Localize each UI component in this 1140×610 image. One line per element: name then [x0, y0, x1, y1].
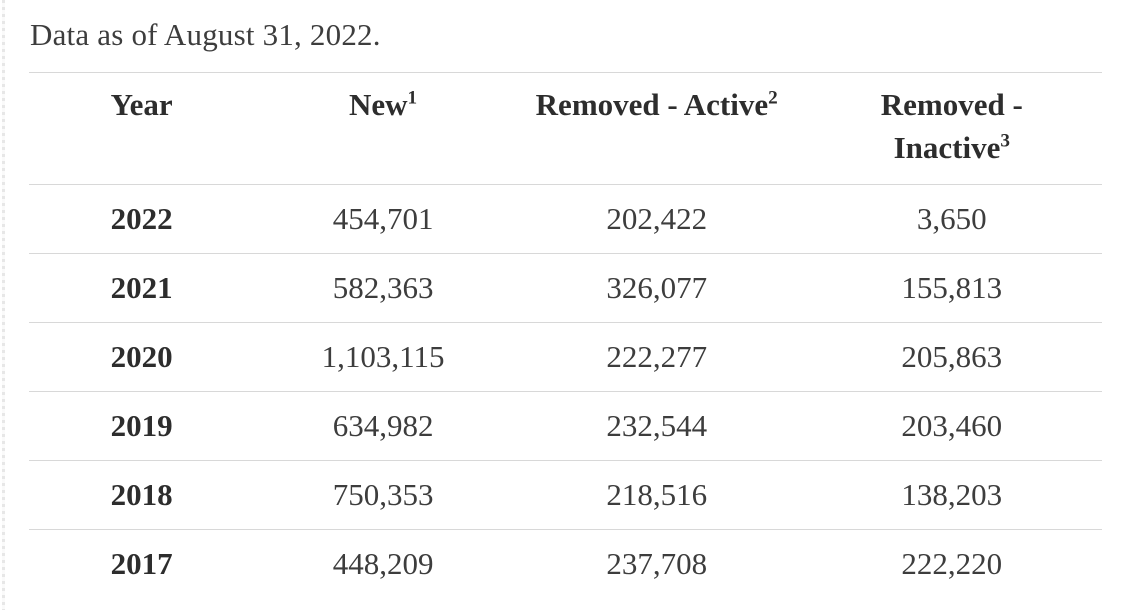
table-row: 2020 1,103,115 222,277 205,863 [29, 322, 1102, 392]
removed-inactive-cell: 138,203 [901, 477, 1003, 512]
column-header-new: New1 [349, 87, 418, 122]
year-cell: 2020 [110, 339, 173, 374]
removed-active-cell: 202,422 [606, 201, 708, 236]
table-header-row: Year New1 Removed - Active2 Removed - In… [29, 72, 1102, 185]
footnote-marker: 2 [768, 87, 778, 109]
table-row: 2022 454,701 202,422 3,650 [29, 184, 1102, 254]
removed-active-cell: 222,277 [606, 339, 708, 374]
table-row: 2021 582,363 326,077 155,813 [29, 253, 1102, 323]
year-cell: 2019 [110, 408, 173, 443]
new-cell: 582,363 [332, 270, 434, 305]
new-cell: 750,353 [332, 477, 434, 512]
year-cell: 2022 [110, 201, 173, 236]
removed-active-cell: 237,708 [606, 546, 708, 581]
window-edge-artifact [2, 0, 5, 610]
removed-inactive-cell: 3,650 [916, 201, 987, 236]
new-cell: 1,103,115 [321, 339, 445, 374]
removed-inactive-cell: 205,863 [901, 339, 1003, 374]
new-cell: 634,982 [332, 408, 434, 443]
removed-inactive-cell: 222,220 [901, 546, 1003, 581]
table-row: 2017 448,209 237,708 222,220 [29, 529, 1102, 599]
year-cell: 2017 [110, 546, 173, 581]
new-cell: 448,209 [332, 546, 434, 581]
footnote-marker: 1 [407, 87, 418, 109]
page-content: Data as of August 31, 2022. Year New1 Re… [29, 0, 1102, 598]
table-row: 2018 750,353 218,516 138,203 [29, 460, 1102, 530]
registrations-table: Year New1 Removed - Active2 Removed - In… [29, 72, 1102, 598]
column-header-removed-active: Removed - Active2 [535, 87, 778, 122]
column-header-year: Year [110, 87, 173, 122]
new-cell: 454,701 [332, 201, 434, 236]
column-header-removed-inactive: Removed - Inactive3 [880, 87, 1023, 165]
table-row: 2019 634,982 232,544 203,460 [29, 391, 1102, 461]
year-cell: 2021 [110, 270, 173, 305]
data-as-of-note: Data as of August 31, 2022. [30, 17, 381, 52]
removed-inactive-cell: 155,813 [901, 270, 1003, 305]
removed-active-cell: 326,077 [606, 270, 708, 305]
removed-inactive-cell: 203,460 [901, 408, 1003, 443]
removed-active-cell: 232,544 [606, 408, 708, 443]
footnote-marker: 3 [1000, 130, 1010, 152]
year-cell: 2018 [110, 477, 173, 512]
removed-active-cell: 218,516 [606, 477, 708, 512]
